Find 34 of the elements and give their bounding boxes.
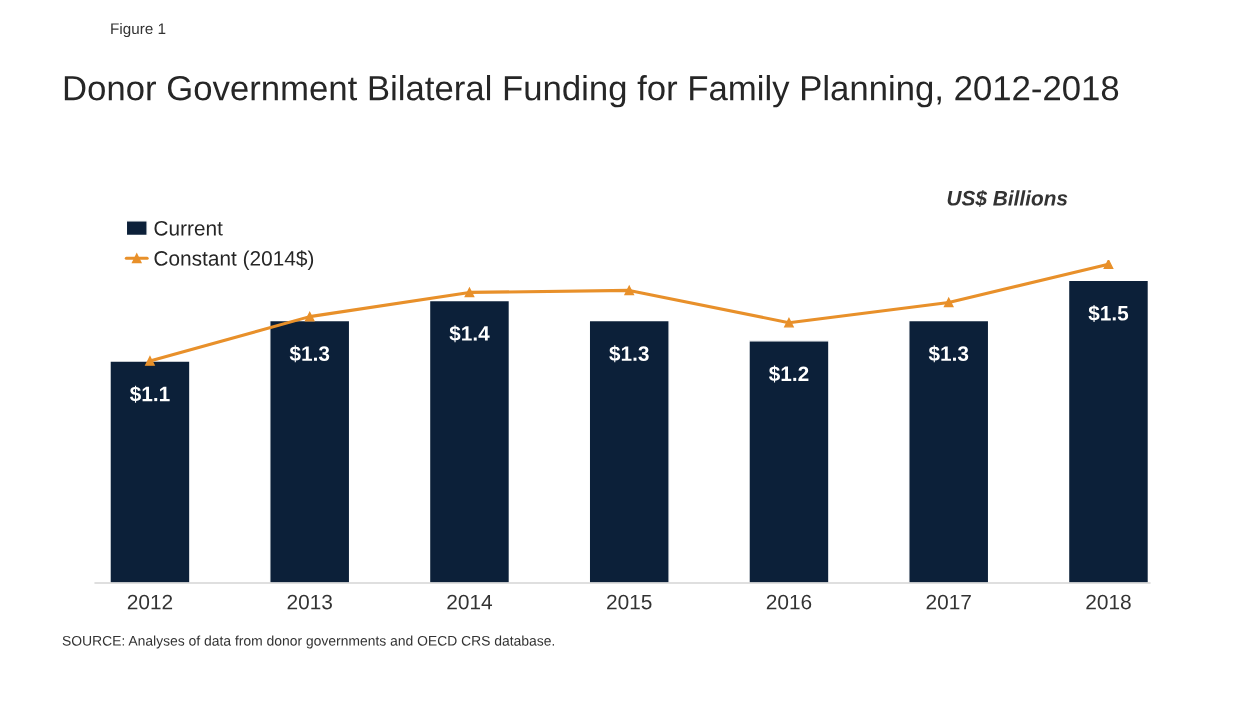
bar [428, 299, 511, 583]
legend-label: Constant (2014$) [154, 250, 314, 270]
bar [269, 319, 351, 583]
point [624, 285, 635, 296]
source-note: SOURCE: Analyses of data from donor governments and OECD CRS database. [62, 635, 555, 649]
data-label: $1.2 [768, 365, 809, 383]
data-label: $1.1 [129, 385, 170, 403]
x-tick-label: 2012 [127, 594, 173, 610]
point [464, 287, 475, 298]
caption: Figure 1 [111, 22, 166, 38]
chart-title: Donor Government Bilateral Funding for Family Planning, 2012-2018 [64, 75, 1119, 108]
bar [1067, 279, 1150, 583]
legend-label: Current [154, 220, 223, 236]
data-label: $1.3 [289, 345, 330, 363]
x-tick-label: 2018 [1086, 594, 1131, 610]
bar [588, 319, 670, 583]
point [1103, 260, 1114, 270]
text: US$ Billions [947, 189, 1068, 207]
x-tick-label: 2013 [287, 594, 332, 610]
x-tick-label: 2017 [926, 594, 971, 610]
point [304, 311, 315, 322]
data-label: $1.3 [928, 345, 969, 363]
x-tick-label: 2015 [607, 594, 652, 610]
point [145, 356, 155, 366]
data-label: $1.5 [1088, 304, 1129, 322]
x-tick-label: 2014 [447, 594, 493, 610]
data-label: $1.3 [609, 345, 649, 363]
x-tick-label: 2016 [766, 594, 812, 610]
bar [908, 319, 990, 583]
bar [109, 360, 191, 583]
bar [748, 340, 830, 583]
point [943, 297, 954, 308]
data-label: $1.4 [449, 325, 490, 343]
point [784, 317, 794, 328]
